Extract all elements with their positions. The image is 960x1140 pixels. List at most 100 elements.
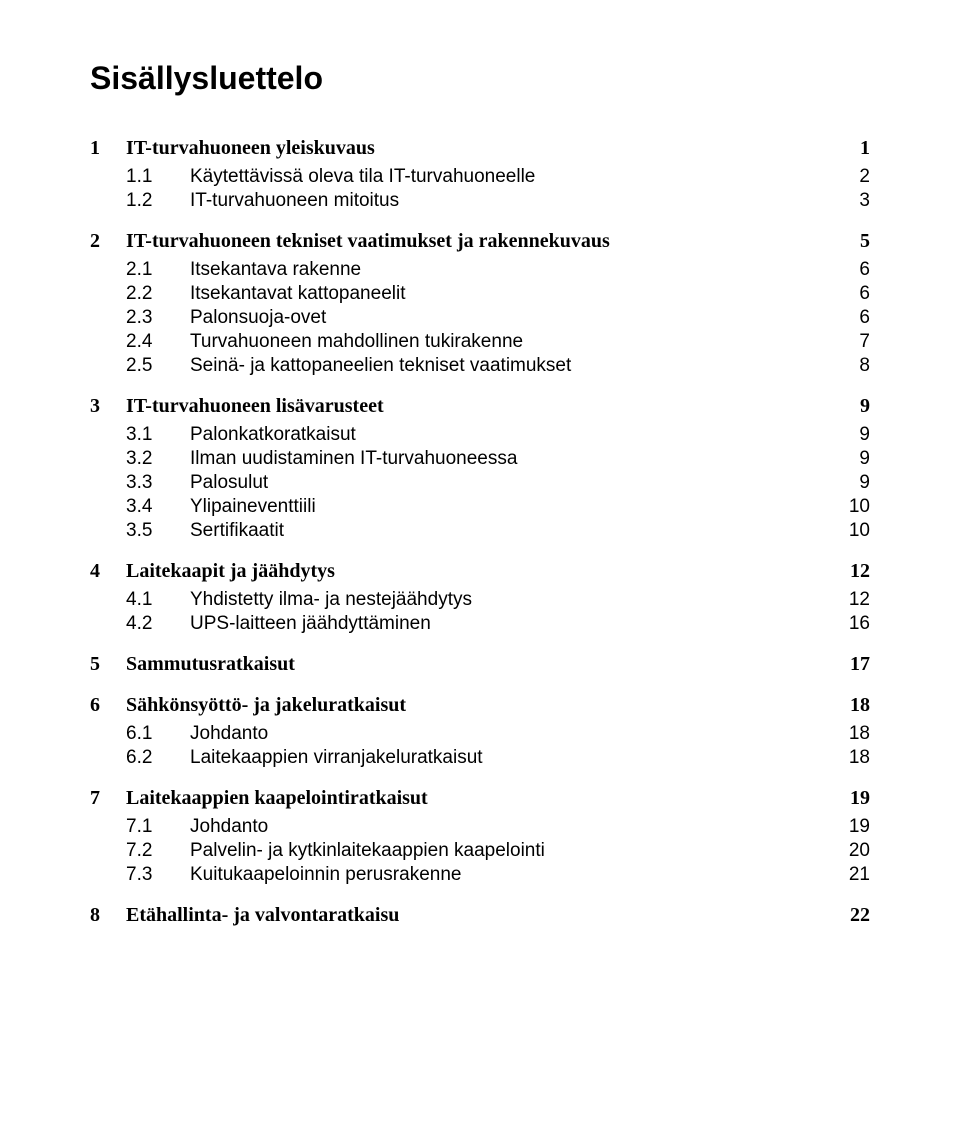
toc-entry-title: Seinä- ja kattopaneelien tekniset vaatim… bbox=[190, 355, 571, 377]
toc-entry-page: 8 bbox=[830, 355, 870, 377]
toc-entry-label: 4Laitekaapit ja jäähdytys bbox=[90, 560, 830, 583]
toc-entry-title: Itsekantava rakenne bbox=[190, 259, 361, 281]
toc-entry-page: 18 bbox=[830, 694, 870, 717]
toc-entry-label: 8Etähallinta- ja valvontaratkaisu bbox=[90, 904, 830, 927]
toc-entry-page: 18 bbox=[830, 747, 870, 769]
toc-entry-page: 17 bbox=[830, 653, 870, 676]
toc-entry-subsection: 7.3Kuitukaapeloinnin perusrakenne21 bbox=[90, 864, 870, 886]
toc-entry-number: 2.2 bbox=[126, 283, 190, 305]
toc-entry-number: 2.4 bbox=[126, 331, 190, 353]
toc-entry-page: 9 bbox=[830, 448, 870, 470]
toc-entry-label: 2.5Seinä- ja kattopaneelien tekniset vaa… bbox=[90, 355, 830, 377]
toc-entry-page: 12 bbox=[830, 560, 870, 583]
toc-entry-number: 7 bbox=[90, 787, 126, 810]
toc-entry-title: Palosulut bbox=[190, 472, 268, 494]
toc-entry-subsection: 2.4Turvahuoneen mahdollinen tukirakenne7 bbox=[90, 331, 870, 353]
toc-entry-subsection: 1.2IT-turvahuoneen mitoitus3 bbox=[90, 190, 870, 212]
toc-entry-section: 6Sähkönsyöttö- ja jakeluratkaisut18 bbox=[90, 694, 870, 717]
toc-entry-label: 7Laitekaappien kaapelointiratkaisut bbox=[90, 787, 830, 810]
toc-entry-label: 2.3Palonsuoja-ovet bbox=[90, 307, 830, 329]
toc-entry-number: 4.2 bbox=[126, 613, 190, 635]
toc-entry-title: Laitekaappien virranjakeluratkaisut bbox=[190, 747, 483, 769]
toc-entry-section: 8Etähallinta- ja valvontaratkaisu22 bbox=[90, 904, 870, 927]
toc-entry-section: 7Laitekaappien kaapelointiratkaisut19 bbox=[90, 787, 870, 810]
toc-entry-number: 4 bbox=[90, 560, 126, 583]
toc-entry-title: Ylipaineventtiili bbox=[190, 496, 316, 518]
toc-entry-subsection: 6.1Johdanto 18 bbox=[90, 723, 870, 745]
toc-entry-subsection: 3.1Palonkatkoratkaisut9 bbox=[90, 424, 870, 446]
toc-entry-label: 3.4Ylipaineventtiili bbox=[90, 496, 830, 518]
toc-entry-label: 4.2UPS-laitteen jäähdyttäminen bbox=[90, 613, 830, 635]
toc-entry-subsection: 1.1Käytettävissä oleva tila IT-turvahuon… bbox=[90, 166, 870, 188]
toc-entry-label: 3.1Palonkatkoratkaisut bbox=[90, 424, 830, 446]
toc-entry-page: 18 bbox=[830, 723, 870, 745]
toc-entry-section: 2IT-turvahuoneen tekniset vaatimukset ja… bbox=[90, 230, 870, 253]
doc-title: Sisällysluettelo bbox=[90, 60, 870, 97]
toc-entry-number: 3.1 bbox=[126, 424, 190, 446]
toc-entry-title: Itsekantavat kattopaneelit bbox=[190, 283, 405, 305]
toc-entry-title: Sertifikaatit bbox=[190, 520, 284, 542]
toc-entry-title: Etähallinta- ja valvontaratkaisu bbox=[126, 904, 399, 927]
toc-entry-number: 1.2 bbox=[126, 190, 190, 212]
toc-entry-label: 3.5Sertifikaatit bbox=[90, 520, 830, 542]
page: Sisällysluettelo 1IT-turvahuoneen yleisk… bbox=[0, 0, 960, 993]
toc-entry-page: 19 bbox=[830, 816, 870, 838]
toc-entry-subsection: 3.3Palosulut9 bbox=[90, 472, 870, 494]
toc-entry-number: 2.3 bbox=[126, 307, 190, 329]
toc-entry-label: 1IT-turvahuoneen yleiskuvaus bbox=[90, 137, 830, 160]
toc-entry-title: Turvahuoneen mahdollinen tukirakenne bbox=[190, 331, 523, 353]
toc-entry-number: 4.1 bbox=[126, 589, 190, 611]
toc-entry-subsection: 4.2UPS-laitteen jäähdyttäminen16 bbox=[90, 613, 870, 635]
toc-entry-number: 3.2 bbox=[126, 448, 190, 470]
toc-entry-label: 2IT-turvahuoneen tekniset vaatimukset ja… bbox=[90, 230, 830, 253]
toc-entry-label: 6.2Laitekaappien virranjakeluratkaisut bbox=[90, 747, 830, 769]
toc-entry-subsection: 6.2Laitekaappien virranjakeluratkaisut18 bbox=[90, 747, 870, 769]
toc-entry-page: 19 bbox=[830, 787, 870, 810]
toc-entry-title: Johdanto bbox=[190, 723, 268, 745]
toc-entry-label: 7.1Johdanto bbox=[90, 816, 830, 838]
toc-entry-subsection: 3.2Ilman uudistaminen IT-turvahuoneessa 9 bbox=[90, 448, 870, 470]
toc-entry-label: 2.1Itsekantava rakenne bbox=[90, 259, 830, 281]
toc-entry-page: 16 bbox=[830, 613, 870, 635]
toc-entry-number: 6.2 bbox=[126, 747, 190, 769]
toc-entry-title: Ilman uudistaminen IT-turvahuoneessa bbox=[190, 448, 517, 470]
toc-entry-label: 6Sähkönsyöttö- ja jakeluratkaisut bbox=[90, 694, 830, 717]
toc-entry-number: 6 bbox=[90, 694, 126, 717]
toc-entry-label: 7.3Kuitukaapeloinnin perusrakenne bbox=[90, 864, 830, 886]
toc-entry-page: 21 bbox=[830, 864, 870, 886]
toc-entry-title: Käytettävissä oleva tila IT-turvahuoneel… bbox=[190, 166, 535, 188]
toc-entry-label: 2.2Itsekantavat kattopaneelit bbox=[90, 283, 830, 305]
toc-entry-number: 5 bbox=[90, 653, 126, 676]
table-of-contents: 1IT-turvahuoneen yleiskuvaus11.1Käytettä… bbox=[90, 137, 870, 927]
toc-entry-title: Kuitukaapeloinnin perusrakenne bbox=[190, 864, 461, 886]
toc-entry-page: 20 bbox=[830, 840, 870, 862]
toc-entry-title: IT-turvahuoneen lisävarusteet bbox=[126, 395, 384, 418]
toc-entry-number: 6.1 bbox=[126, 723, 190, 745]
toc-entry-number: 1 bbox=[90, 137, 126, 160]
toc-entry-section: 5Sammutusratkaisut17 bbox=[90, 653, 870, 676]
toc-entry-section: 4Laitekaapit ja jäähdytys12 bbox=[90, 560, 870, 583]
toc-entry-number: 3.4 bbox=[126, 496, 190, 518]
toc-entry-number: 3 bbox=[90, 395, 126, 418]
toc-entry-label: 2.4Turvahuoneen mahdollinen tukirakenne bbox=[90, 331, 830, 353]
toc-entry-title: Laitekaapit ja jäähdytys bbox=[126, 560, 335, 583]
toc-entry-page: 10 bbox=[830, 520, 870, 542]
toc-entry-title: Palonsuoja-ovet bbox=[190, 307, 326, 329]
toc-entry-label: 7.2Palvelin- ja kytkinlaitekaappien kaap… bbox=[90, 840, 830, 862]
toc-entry-subsection: 2.2Itsekantavat kattopaneelit6 bbox=[90, 283, 870, 305]
toc-entry-label: 3IT-turvahuoneen lisävarusteet bbox=[90, 395, 830, 418]
toc-entry-subsection: 7.2Palvelin- ja kytkinlaitekaappien kaap… bbox=[90, 840, 870, 862]
toc-entry-page: 9 bbox=[830, 424, 870, 446]
toc-entry-title: IT-turvahuoneen yleiskuvaus bbox=[126, 137, 375, 160]
toc-entry-number: 7.2 bbox=[126, 840, 190, 862]
toc-entry-title: Palonkatkoratkaisut bbox=[190, 424, 356, 446]
toc-entry-number: 8 bbox=[90, 904, 126, 927]
toc-entry-subsection: 4.1Yhdistetty ilma- ja nestejäähdytys12 bbox=[90, 589, 870, 611]
toc-entry-page: 1 bbox=[830, 137, 870, 160]
toc-entry-number: 3.5 bbox=[126, 520, 190, 542]
toc-entry-subsection: 2.5Seinä- ja kattopaneelien tekniset vaa… bbox=[90, 355, 870, 377]
toc-entry-page: 22 bbox=[830, 904, 870, 927]
toc-entry-subsection: 3.5Sertifikaatit10 bbox=[90, 520, 870, 542]
toc-entry-number: 7.3 bbox=[126, 864, 190, 886]
toc-entry-subsection: 3.4Ylipaineventtiili10 bbox=[90, 496, 870, 518]
